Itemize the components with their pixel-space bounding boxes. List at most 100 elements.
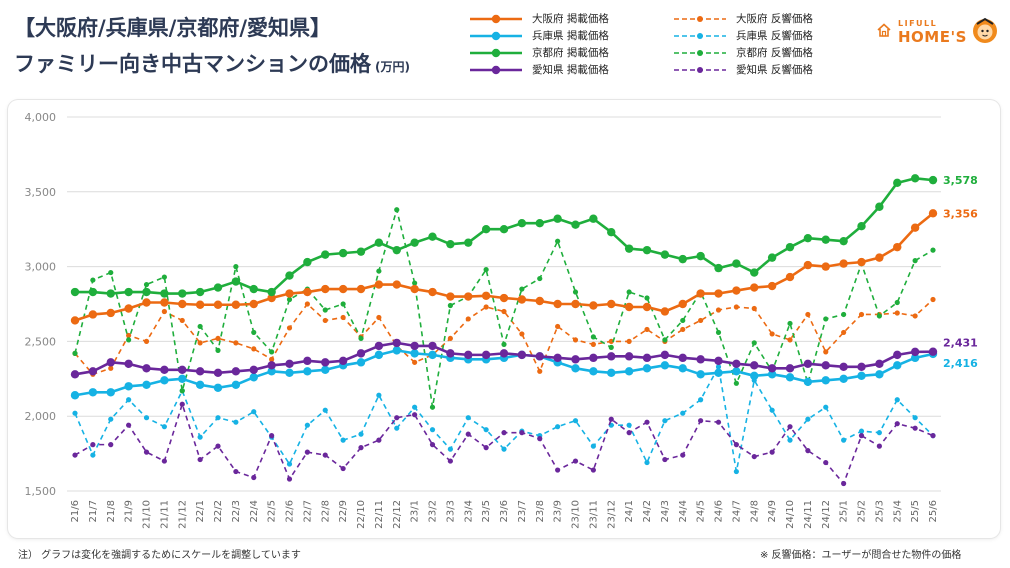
x-tick-label: 22/1 [195,500,206,522]
series-8-point [644,419,650,425]
series-4-point [231,367,241,376]
series-1-point [481,291,491,300]
series-1-point [910,223,920,232]
series-6-point [483,427,489,433]
y-tick-label: 1,500 [25,485,57,498]
line-chart: 1,500 2,000 2,500 3,000 3,500 4,000 21/6 21/7 21… [25,111,979,529]
series-4-point [499,349,509,358]
series-3-point [464,238,473,247]
x-tick-label: 24/6 [714,500,725,522]
series-3-point [767,253,777,262]
series-8-point [465,431,471,437]
series-3-point [839,236,848,246]
legend-item: 京都府 掲載価格 [468,44,609,61]
series-8-point [572,458,579,464]
series-4-point [785,364,795,373]
series-5-point [322,317,328,324]
series-1-point [714,289,723,298]
series-2-point [732,367,741,376]
series-3-point [857,222,866,231]
series-4-point [624,352,634,361]
series-6-point [465,415,471,421]
legend-right: 大阪府 反響価格 兵庫県 反響価格 京都府 反響価格 愛知県 反響価格 [672,10,813,78]
end-value-label: 2,416 [943,357,978,370]
series-2-point [893,361,902,370]
legend-label: 兵庫県 反響価格 [736,30,813,42]
series-1-point [678,299,687,309]
x-tick-label: 22/10 [356,500,367,529]
title-main: ファミリー向き中古マンションの価格 [14,52,371,76]
series-4-point [321,358,330,367]
series-2-point [857,371,866,381]
legend-left: 大阪府 掲載価格 兵庫県 掲載価格 京都府 掲載価格 愛知県 掲載価格 [468,10,609,78]
series-7-point [161,274,167,280]
x-tick-label: 24/5 [696,500,707,522]
series-4-point [195,367,205,376]
series-3-point [499,225,509,234]
series-1-point [642,302,652,312]
series-8-point [161,458,167,464]
series-7-point [590,334,596,340]
x-tick-label: 22/12 [392,500,403,529]
series-8-point [876,443,882,449]
series-3-point [875,202,884,211]
series-4-point [875,359,884,369]
x-tick-label: 23/7 [517,500,528,522]
series-7-point [555,238,561,244]
series-6-point [644,459,650,466]
series-4-point [607,352,616,361]
series-1-point [303,287,312,297]
series-2-point [678,364,687,373]
series-4-point [857,362,866,372]
series-7-point [483,266,489,273]
x-tick-label: 23/3 [445,500,456,522]
series-7-point [358,335,364,342]
unit-label: (万円) [375,60,410,74]
series-7-point [930,247,936,253]
series-4 [70,338,938,379]
legend-item: 兵庫県 反響価格 [672,27,813,44]
series-5-point [823,349,829,355]
series-6-point [912,415,918,421]
series-7-point [912,258,918,264]
series-1-point [607,299,616,309]
legend-label: 愛知県 掲載価格 [532,64,609,76]
series-3-point [392,245,401,255]
series-4-point [821,361,830,370]
x-tick-label: 25/6 [928,500,939,522]
series-3-point [124,287,133,297]
series-4-point [571,355,580,364]
x-tick-label: 24/11 [803,500,814,529]
series-8 [72,401,936,487]
series-3-point [589,214,598,223]
series-6-point [841,437,847,443]
series-8-point [179,401,185,407]
series-1-point [553,299,562,309]
series-4-point [481,350,491,360]
house-icon [877,23,891,37]
series-8-point [555,467,561,473]
series-7-point [429,404,436,410]
series-8-point [501,430,507,436]
series-4-point [893,350,902,360]
series-8-point [680,452,686,458]
series-6-point [769,407,775,413]
series-1-point [928,209,938,218]
legend-label: 京都府 反響価格 [736,47,813,59]
series-8-point [429,442,436,448]
legend-swatch [470,14,522,23]
series-3-point [195,287,205,297]
series-2-point [660,361,670,370]
series-1-point [142,298,151,307]
y-tick-label: 3,000 [25,261,57,274]
series-4-point [374,341,384,351]
legend-swatch [470,48,522,57]
series-7-point [608,344,614,350]
series-5-point [841,329,847,336]
series-3-point [356,247,366,256]
series-7-point [412,280,418,286]
series-6-point [143,415,150,421]
series-2-point [213,383,223,392]
x-tick-label: 24/12 [821,500,832,529]
series-5-point [501,308,507,315]
